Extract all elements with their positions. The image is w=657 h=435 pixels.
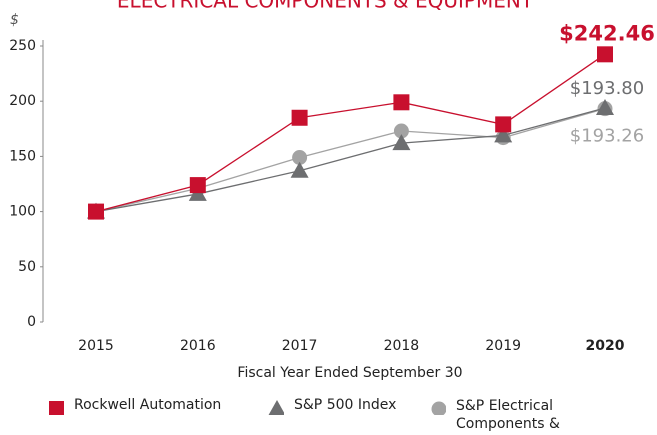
x-tick-label: 2016 [180,338,216,354]
x-tick-label: 2019 [485,338,521,354]
marker [49,401,64,415]
series-line [95,108,606,213]
legend-item: Rockwell Automation [48,397,258,415]
x-tick-label: 2017 [282,338,318,354]
x-tick-label: 2018 [384,338,420,354]
legend-swatch [49,401,64,415]
marker [597,46,613,63]
legend-label: Rockwell Automation [74,397,222,413]
value-label: $193.26 [570,126,644,147]
value-label: $242.46 [559,21,655,45]
y-tick-label: 250 [9,38,36,54]
marker [596,99,614,116]
legend-item: S&P Electrical Components & Equipment [430,397,650,435]
marker [431,401,446,415]
x-axis-label: Fiscal Year Ended September 30 [237,365,462,381]
marker [291,109,308,126]
marker [392,134,411,151]
y-tick-label: 100 [9,204,36,220]
y-tick-label: 150 [9,148,36,164]
legend-swatch [268,400,284,415]
chart: ELECTRICAL COMPONENTS & EQUIPMENT $ Fisc… [9,0,655,381]
series-line [95,107,606,213]
y-tick-label: 0 [27,314,36,330]
marker [494,126,513,143]
chart-title: ELECTRICAL COMPONENTS & EQUIPMENT [117,0,534,13]
y-tick-label: 50 [18,259,36,275]
y-tick-label: 200 [9,93,36,109]
marker [88,203,104,220]
legend-swatch [431,401,446,415]
legend-label: S&P 500 Index [294,397,397,413]
x-tick-label: 2015 [78,338,114,354]
marker [495,116,512,133]
y-axis-label: $ [10,12,19,28]
value-label: $193.80 [570,78,644,99]
marker [189,177,206,194]
legend-label: S&P Electrical Components & Equipment [456,398,560,435]
marker [393,123,409,139]
legend-item: S&P 500 Index [268,397,428,415]
marker [268,400,284,415]
x-tick-label: 2020 [586,338,625,354]
marker [292,150,308,166]
series-line [95,53,606,213]
marker [393,94,410,111]
marker [290,161,309,178]
